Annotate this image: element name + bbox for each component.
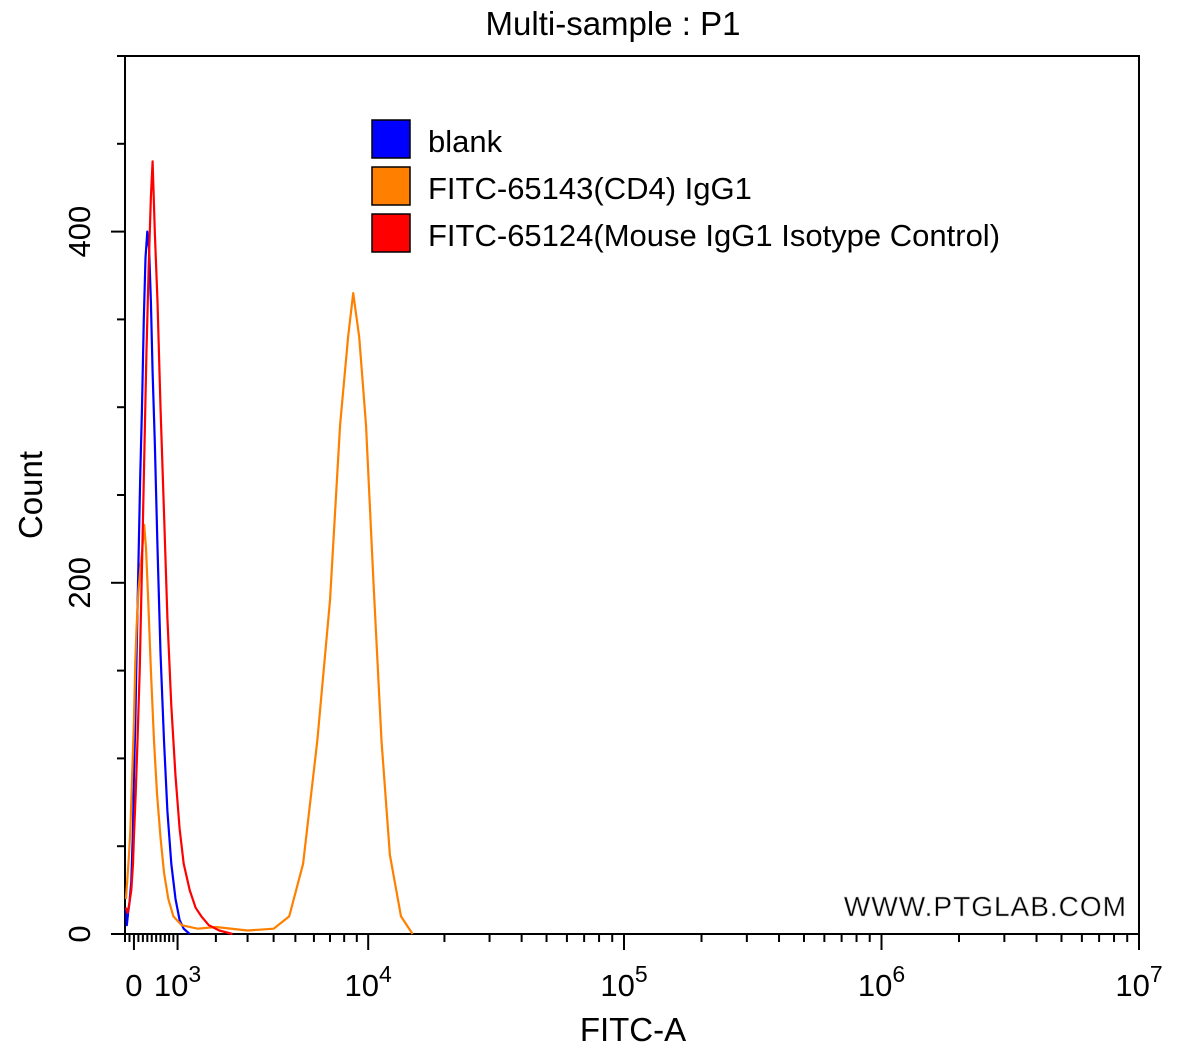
legend-label-cd4: FITC-65143(CD4) IgG1 [428, 171, 752, 206]
legend-label-isotype: FITC-65124(Mouse IgG1 Isotype Control) [428, 218, 1000, 253]
x-tick-label: 106 [858, 961, 905, 1003]
y-tick-label: 400 [62, 206, 97, 258]
watermark: WWW.PTGLAB.COM [844, 891, 1127, 922]
series-line-isotype [124, 160, 233, 936]
x-tick-label: 105 [600, 961, 647, 1003]
x-tick-label: 0 [125, 968, 142, 1003]
legend-swatch-cd4 [371, 166, 411, 206]
x-tick-label: 103 [154, 961, 201, 1003]
y-tick-label: 0 [62, 925, 97, 942]
x-axis: 0 103 104 105 106 107 [124, 934, 1163, 1003]
y-axis: 0 200 400 [62, 55, 125, 943]
chart-title: Multi-sample : P1 [486, 5, 741, 42]
series-layer [124, 160, 414, 936]
legend-swatch-blank [371, 119, 411, 159]
series-line-blank [124, 230, 191, 935]
legend-label-blank: blank [428, 124, 503, 159]
x-axis-label: FITC-A [580, 1011, 686, 1048]
series-line-cd4 [124, 292, 414, 935]
x-tick-label: 107 [1115, 961, 1162, 1003]
y-axis-label: Count [12, 451, 49, 539]
legend: blank FITC-65143(CD4) IgG1 FITC-65124(Mo… [371, 119, 1000, 253]
y-tick-label: 200 [62, 557, 97, 609]
legend-swatch-isotype [371, 213, 411, 253]
x-tick-label: 104 [345, 961, 392, 1003]
